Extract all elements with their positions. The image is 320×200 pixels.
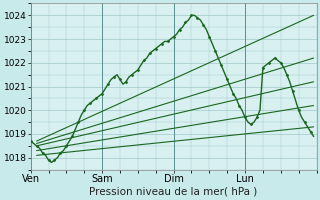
X-axis label: Pression niveau de la mer( hPa ): Pression niveau de la mer( hPa ) [90,187,258,197]
